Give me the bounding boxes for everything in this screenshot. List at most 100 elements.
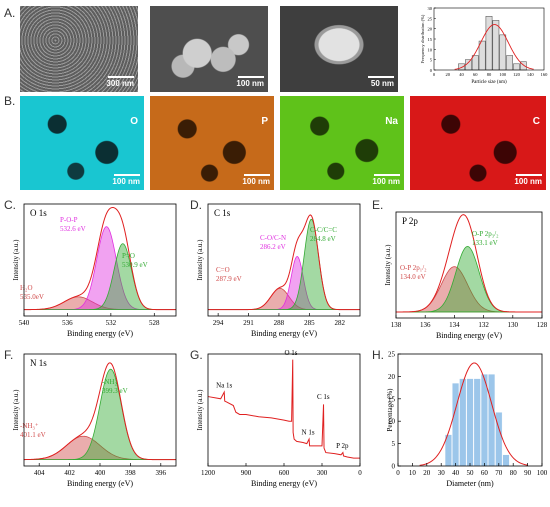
x-tick-label: 600 xyxy=(279,469,290,477)
x-tick-label: 40 xyxy=(459,72,464,77)
bar xyxy=(452,382,460,467)
scale-bar-label: 100 nm xyxy=(372,177,400,186)
x-tick-label: 50 xyxy=(467,469,475,477)
x-axis-label: Diameter (nm) xyxy=(446,479,494,488)
x-tick-label: 0 xyxy=(433,72,436,77)
x-tick-label: 138 xyxy=(391,321,402,329)
sem-image-single-sphere: 50 nm xyxy=(280,6,398,92)
x-tick-label: 40 xyxy=(452,469,460,477)
y-axis-label: Percentage (%) xyxy=(386,388,394,432)
xps-survey-chart: Na 1s O 1s N 1s C 1s P 2p 1200 900 600 300 0 Bindi… xyxy=(196,349,362,488)
fit-curve xyxy=(454,24,534,70)
x-tick-label: 532 xyxy=(106,319,117,327)
y-axis-label: Intensity (a.u.) xyxy=(196,239,204,281)
x-tick-label: 60 xyxy=(481,469,489,477)
panel-label-f: F. xyxy=(4,348,14,362)
peak-value: 530.9 eV xyxy=(122,261,148,269)
y-tick-label: 10 xyxy=(428,47,433,52)
y-tick-label: 0 xyxy=(430,68,433,73)
y-axis-label: Frequency distribution (%) xyxy=(420,14,425,63)
x-axis-label: Binding energy (eV) xyxy=(251,329,317,338)
peak-annotation: Na 1s xyxy=(216,382,232,390)
panel-label-b: B. xyxy=(4,94,16,108)
bar xyxy=(485,16,493,71)
diameter-histogram: 0 5 10 15 20 25 0 10 20 30 40 50 60 70 80 90 100 Diameter… xyxy=(386,351,548,489)
x-tick-label: 100 xyxy=(537,469,548,477)
peak-value: 284.8 eV xyxy=(310,235,336,243)
plot-frame xyxy=(395,211,543,319)
panel-label-e: E. xyxy=(372,198,384,212)
peak-annotation: C 1s xyxy=(317,393,330,401)
peak-value: 133.1 eV xyxy=(472,239,498,247)
x-tick-label: 285 xyxy=(304,319,315,327)
y-tick-label: 15 xyxy=(428,37,433,42)
x-tick-label: 300 xyxy=(317,469,328,477)
x-tick-label: 404 xyxy=(34,469,45,477)
x-axis-label: Binding energy (eV) xyxy=(67,329,133,338)
x-tick-label: 30 xyxy=(438,469,446,477)
x-tick-label: 1200 xyxy=(201,469,216,477)
peak-label: P=O xyxy=(122,252,135,260)
peak-label: H₂O xyxy=(20,284,33,292)
envelope-line xyxy=(23,362,176,461)
peak-label: C-C/C=C xyxy=(310,226,337,234)
panel-label-c: C. xyxy=(4,198,16,212)
bar xyxy=(471,55,479,71)
survey-line xyxy=(207,359,360,459)
x-tick-label: 400 xyxy=(95,469,106,477)
x-tick-label: 291 xyxy=(243,319,254,327)
y-tick-label: 25 xyxy=(388,351,396,359)
x-axis-label: Binding energy (eV) xyxy=(251,479,317,488)
bar xyxy=(473,378,481,467)
scale-bar xyxy=(108,76,134,78)
y-axis-label: Intensity (a.u.) xyxy=(196,389,204,431)
peak-value: 399.3 eV xyxy=(102,387,128,395)
x-tick-label: 288 xyxy=(274,319,285,327)
peak-annotation: N 1s xyxy=(302,429,315,437)
y-axis-label: Intensity (a.u.) xyxy=(384,244,392,286)
x-tick-label: 136 xyxy=(420,321,431,329)
sem-image-overview: 300 nm xyxy=(20,6,138,92)
scale-bar xyxy=(244,174,270,176)
x-axis-label: Binding energy (eV) xyxy=(67,479,133,488)
x-tick-label: 10 xyxy=(409,469,417,477)
scale-bar-label: 100 nm xyxy=(242,177,270,186)
scale-bar-label: 100 nm xyxy=(112,177,140,186)
panel-label-d: D. xyxy=(190,198,202,212)
bar xyxy=(478,40,486,71)
scale-bar xyxy=(114,174,140,176)
x-tick-label: 90 xyxy=(524,469,532,477)
x-tick-label: 294 xyxy=(213,319,224,327)
scale-bar xyxy=(368,76,394,78)
x-tick-label: 0 xyxy=(358,469,362,477)
eds-element-label: C xyxy=(532,116,540,127)
peak-value: 286.2 eV xyxy=(260,243,286,251)
peak-label: -NH₂ xyxy=(102,378,117,386)
bar xyxy=(502,454,510,467)
scale-bar xyxy=(238,76,264,78)
y-tick-label: 5 xyxy=(430,58,433,63)
x-axis-label: Particle size (nm) xyxy=(471,80,507,85)
y-tick-label: 0 xyxy=(392,463,396,471)
x-tick-label: 540 xyxy=(19,319,30,327)
eds-map-o: O 100 nm xyxy=(20,96,144,190)
plot-frame xyxy=(207,203,361,317)
bar xyxy=(506,55,513,71)
x-tick-label: 0 xyxy=(396,469,400,477)
bar xyxy=(488,373,496,467)
panel-label-g: G. xyxy=(190,348,203,362)
spectrum-title: P 2p xyxy=(402,216,418,226)
peak-annotation: O 1s xyxy=(284,349,297,357)
x-axis-label: Binding energy (eV) xyxy=(436,331,502,340)
envelope-line xyxy=(23,206,176,311)
eds-map-c: C 100 nm xyxy=(410,96,546,190)
y-tick-label: 25 xyxy=(428,16,433,21)
eds-map-na: Na 100 nm xyxy=(280,96,404,190)
y-axis-label: Intensity (a.u.) xyxy=(12,389,20,431)
eds-element-label: P xyxy=(261,116,268,127)
particle-size-histogram: 0 5 10 15 20 25 30 0 20 40 60 80 100 120 140 160 Particl… xyxy=(420,6,548,85)
envelope-line xyxy=(395,214,542,313)
